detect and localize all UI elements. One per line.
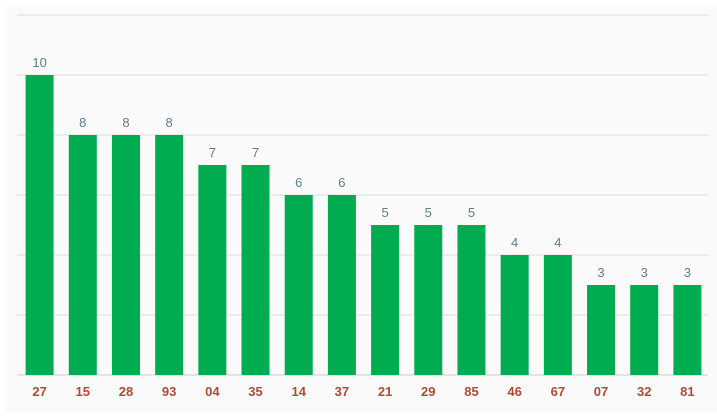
category-label: 04: [205, 384, 220, 399]
value-label: 7: [209, 145, 216, 160]
category-labels: 27 15 28 93 04 35 14 37 21 29 85 46 67 07 32 81: [32, 384, 694, 399]
bar-67[interactable]: [543, 255, 572, 375]
value-label: 3: [684, 265, 691, 280]
value-labels: 10 8 8 8 7 7 6 6 5 5 5 4 4 3 3 3: [32, 55, 691, 280]
category-label: 67: [551, 384, 565, 399]
value-label: 6: [338, 175, 345, 190]
category-label: 21: [378, 384, 392, 399]
bar-32[interactable]: [630, 285, 659, 375]
category-label: 85: [464, 384, 478, 399]
value-label: 5: [425, 205, 432, 220]
category-label: 14: [291, 384, 306, 399]
bar-14[interactable]: [284, 195, 313, 375]
value-label: 5: [468, 205, 475, 220]
value-label: 7: [252, 145, 259, 160]
category-label: 29: [421, 384, 435, 399]
value-label: 8: [122, 115, 129, 130]
value-label: 8: [166, 115, 173, 130]
bar-81[interactable]: [673, 285, 702, 375]
category-label: 07: [594, 384, 608, 399]
bar-07[interactable]: [587, 285, 616, 375]
bar-93[interactable]: [155, 135, 184, 375]
bar-37[interactable]: [327, 195, 356, 375]
bar-27[interactable]: [25, 75, 54, 375]
bar-35[interactable]: [241, 165, 270, 375]
category-label: 28: [119, 384, 133, 399]
value-label: 4: [511, 235, 518, 250]
category-label: 37: [335, 384, 349, 399]
bar-28[interactable]: [111, 135, 140, 375]
category-label: 81: [680, 384, 694, 399]
value-label: 6: [295, 175, 302, 190]
value-label: 3: [597, 265, 604, 280]
category-label: 32: [637, 384, 651, 399]
category-label: 46: [507, 384, 521, 399]
value-label: 5: [381, 205, 388, 220]
bar-21[interactable]: [371, 225, 400, 375]
category-label: 27: [32, 384, 46, 399]
value-label: 10: [32, 55, 46, 70]
value-label: 8: [79, 115, 86, 130]
value-label: 4: [554, 235, 561, 250]
bar-04[interactable]: [198, 165, 227, 375]
value-label: 3: [641, 265, 648, 280]
category-label: 35: [248, 384, 262, 399]
category-label: 15: [76, 384, 90, 399]
bar-29[interactable]: [414, 225, 443, 375]
category-label: 93: [162, 384, 176, 399]
bar-46[interactable]: [500, 255, 529, 375]
bars: [25, 75, 702, 375]
bar-85[interactable]: [457, 225, 486, 375]
bar-15[interactable]: [68, 135, 97, 375]
